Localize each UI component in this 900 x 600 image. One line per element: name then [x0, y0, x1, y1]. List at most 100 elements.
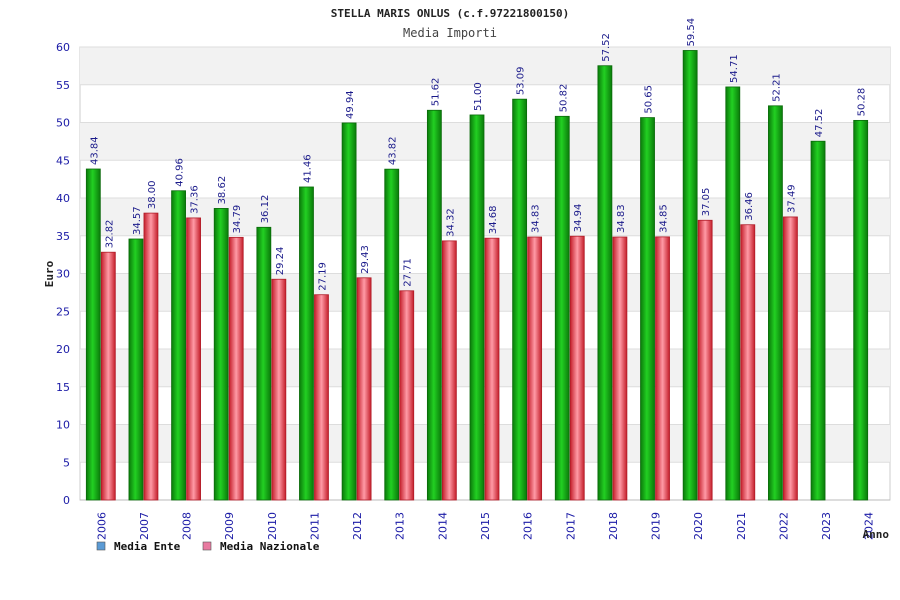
value-label: 34.32: [445, 208, 456, 237]
value-label: 34.83: [531, 204, 542, 233]
y-tick-label: 60: [56, 41, 70, 54]
y-tick-label: 45: [56, 154, 70, 167]
bar-media-ente-2007: [128, 238, 144, 501]
x-tick-label: 2019: [650, 512, 663, 540]
bar-media-nazionale-2011: [314, 294, 329, 501]
bar-media-ente-2012: [341, 122, 357, 501]
y-tick-label: 50: [56, 117, 70, 130]
bar-media-nazionale-2018: [612, 236, 628, 501]
bar-media-ente-2013: [384, 168, 400, 501]
value-label: 43.84: [89, 136, 100, 165]
bar-media-nazionale-2020: [697, 219, 713, 501]
value-label: 34.79: [232, 205, 243, 234]
x-tick-label: 2006: [95, 512, 108, 540]
grid-band: [80, 122, 890, 161]
value-label: 43.82: [388, 137, 399, 166]
bar-media-nazionale-2007: [143, 212, 159, 501]
y-axis-label: Euro: [43, 260, 56, 287]
y-tick-label: 15: [56, 381, 70, 394]
x-tick-label: 2020: [692, 512, 705, 540]
legend-swatch: [202, 541, 212, 551]
x-tick-label: 2012: [351, 512, 364, 540]
bar-media-ente-2021: [725, 86, 741, 501]
y-tick-label: 10: [56, 419, 70, 432]
x-tick-label: 2017: [564, 512, 577, 540]
value-label: 29.24: [275, 247, 286, 276]
bar-media-ente-2014: [426, 109, 442, 501]
y-tick-label: 5: [63, 456, 70, 469]
bar-media-nazionale-2017: [569, 235, 585, 501]
bar-media-nazionale-2015: [484, 237, 500, 501]
value-label: 57.52: [601, 33, 612, 62]
bar-media-ente-2016: [512, 98, 528, 501]
bar-media-nazionale-2021: [740, 224, 756, 501]
value-label: 37.05: [701, 188, 712, 217]
value-label: 34.68: [488, 206, 499, 235]
bar-media-nazionale-2010: [271, 278, 287, 501]
value-label: 34.94: [573, 204, 584, 233]
value-label: 36.12: [260, 195, 271, 224]
bar-media-nazionale-2006: [100, 251, 116, 501]
value-label: 32.82: [104, 220, 115, 249]
x-tick-label: 2009: [223, 512, 236, 540]
bars: [85, 50, 869, 501]
bar-media-nazionale-2014: [441, 240, 457, 501]
grid-band: [80, 47, 890, 85]
value-label: 37.49: [786, 184, 797, 213]
y-axis-ticks: 0 5 10 15 20 25 30 35 40 45 50 55 60: [56, 41, 70, 507]
bar-media-nazionale-2012: [356, 277, 372, 501]
value-label: 40.96: [175, 158, 186, 187]
x-tick-label: 2021: [735, 512, 748, 540]
value-label: 50.28: [857, 88, 868, 117]
value-label: 38.00: [147, 180, 158, 209]
value-label: 34.85: [659, 204, 670, 233]
bar-media-nazionale-2019: [655, 236, 670, 501]
x-tick-label: 2024: [863, 512, 876, 540]
bar-media-ente-2018: [597, 65, 613, 501]
y-tick-label: 55: [56, 79, 70, 92]
bar-media-ente-2017: [554, 115, 570, 501]
value-label: 59.54: [686, 18, 697, 47]
bar-media-nazionale-2013: [399, 290, 415, 501]
x-tick-label: 2007: [138, 512, 151, 540]
legend-swatch: [96, 541, 106, 551]
x-tick-label: 2016: [522, 512, 535, 540]
x-axis-ticks: 2006 2007 2008 2009 2010 2011 2012 2013 2014 2015…: [95, 512, 875, 540]
chart-subtitle: Media Importi: [403, 26, 497, 40]
x-tick-label: 2013: [394, 512, 407, 540]
bar-media-ente-2009: [213, 208, 229, 501]
value-label: 41.46: [302, 154, 313, 183]
value-label: 37.36: [190, 185, 201, 214]
value-label: 53.09: [516, 67, 527, 96]
bar-media-nazionale-2022: [783, 216, 798, 501]
bar-media-nazionale-2016: [527, 236, 543, 501]
value-label: 29.43: [360, 245, 371, 274]
legend-label: Media Nazionale: [220, 540, 320, 553]
x-tick-label: 2011: [308, 512, 321, 540]
value-label: 49.94: [345, 90, 356, 119]
bar-media-ente-2024: [853, 119, 869, 501]
y-tick-label: 20: [56, 343, 70, 356]
value-label: 47.52: [814, 109, 825, 138]
value-label: 34.57: [132, 206, 143, 235]
bar-media-ente-2006: [85, 168, 101, 501]
bar-media-nazionale-2008: [186, 217, 201, 501]
x-tick-label: 2022: [777, 512, 790, 540]
value-label: 51.62: [430, 78, 441, 107]
value-label: 52.21: [771, 73, 782, 102]
bar-media-ente-2019: [640, 117, 655, 501]
bar-media-ente-2020: [682, 50, 698, 501]
y-tick-label: 40: [56, 192, 70, 205]
x-tick-label: 2014: [436, 512, 449, 540]
x-tick-label: 2018: [607, 512, 620, 540]
value-label: 27.19: [317, 262, 328, 291]
x-tick-label: 2015: [479, 512, 492, 540]
bar-media-ente-2008: [171, 190, 186, 501]
chart-title: STELLA MARIS ONLUS (c.f.97221800150): [331, 7, 569, 20]
y-tick-label: 25: [56, 305, 70, 318]
x-tick-label: 2010: [266, 512, 279, 540]
value-label: 54.71: [729, 54, 740, 83]
legend: Media Ente Media Nazionale: [96, 540, 320, 553]
y-tick-label: 0: [63, 494, 70, 507]
